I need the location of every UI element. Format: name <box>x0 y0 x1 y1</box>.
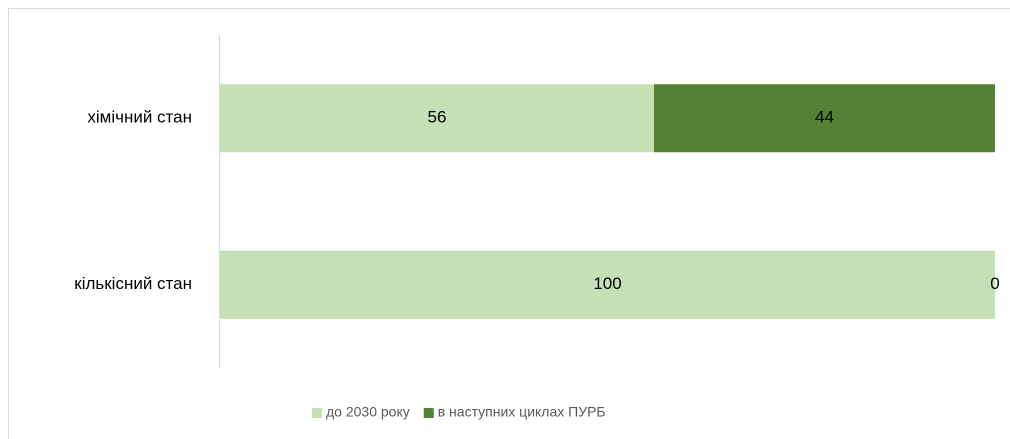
y-tick-label: кількісний стан <box>74 274 192 293</box>
bar-segment <box>220 250 995 319</box>
y-tick-label: хімічний стан <box>87 108 192 127</box>
data-label: 100 <box>593 274 621 293</box>
legend-label: до 2030 року <box>326 404 410 420</box>
data-label: 44 <box>815 108 834 127</box>
bar-segment <box>654 84 995 153</box>
legend-swatch <box>312 408 322 418</box>
bar-segment <box>220 84 654 153</box>
legend-label: в наступних циклах ПУРБ <box>438 404 606 420</box>
chart-border <box>8 8 1010 439</box>
data-label: 56 <box>428 108 447 127</box>
legend-swatch <box>423 408 434 418</box>
data-label: 0 <box>990 274 999 293</box>
